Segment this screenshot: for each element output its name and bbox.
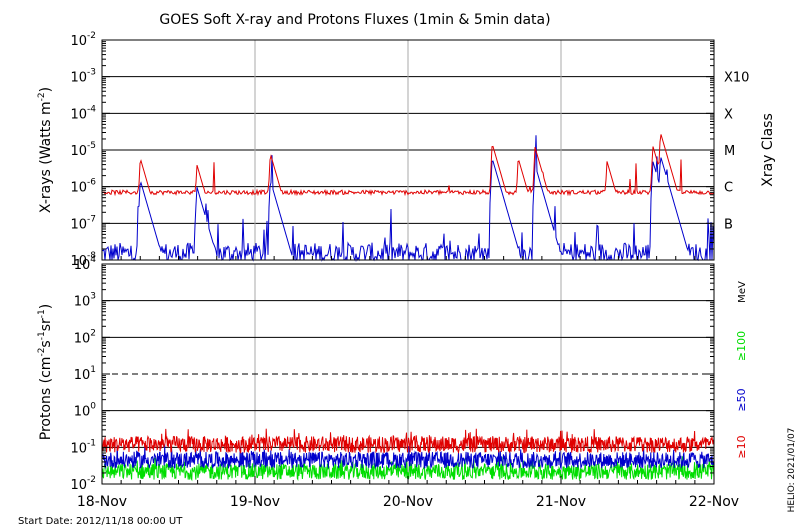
legend-ge50: ≥50 [735,388,748,411]
x-tick-label: 22-Nov [689,494,739,510]
xray-y-tick-label: 10-2 [70,31,96,49]
proton-y-tick-label: 102 [74,328,96,346]
proton-series-line [101,444,715,470]
x-tick-label: 19-Nov [230,494,280,510]
credit-label: HELIO: 2021/01/07 [787,428,797,513]
x-tick-label: 21-Nov [536,494,586,510]
xray-series-line [101,134,715,197]
proton-y-tick-label: 10-2 [70,475,96,493]
proton-y-tick-label: 101 [74,365,96,383]
xray-y-tick-label: 10-8 [70,251,96,269]
proton-y-tick-label: 104 [74,255,97,273]
xray-y-tick-label: 10-5 [70,141,96,159]
xray-y-tick-label: 10-3 [70,68,96,86]
xray-class-label: X [724,107,733,122]
proton-series-line [101,428,715,455]
proton-y-tick-label: 10-1 [70,438,96,456]
xray-gridlines [102,40,714,484]
xray-class-labels: X10 X M C B [724,71,749,233]
energy-unit-label: MeV [737,281,748,303]
xray-class-label: X10 [724,71,749,86]
x-tick-label: 18-Nov [77,494,127,510]
legend-ge10: ≥10 [735,435,748,458]
proton-series-group [101,428,715,482]
xray-y-axis-title: X-rays (Watts m-2) [37,87,54,213]
x-axis-ticks: 18-Nov 19-Nov 20-Nov 21-Nov 22-Nov [77,256,739,510]
proton-y-tick-label: 103 [74,292,96,310]
x-tick-label: 20-Nov [383,494,433,510]
xray-class-label: M [724,144,735,159]
xray-y-tick-label: 10-6 [70,178,96,196]
xray-class-axis-title: Xray Class [760,113,776,187]
legend-ge100: ≥100 [735,331,748,361]
chart-title: GOES Soft X-ray and Protons Fluxes (1min… [159,12,550,28]
proton-panel: 104 103 102 101 100 10-1 10-2 Protons (cm-2s-1… [37,255,748,493]
xray-y-tick-label: 10-7 [70,214,96,232]
proton-y-tick-label: 100 [74,402,97,420]
xray-panel: 10-2 10-3 10-4 10-5 10-6 10-7 10-8 X10 X M C B Xra… [37,31,776,484]
start-date-label: Start Date: 2012/11/18 00:00 UT [18,516,183,527]
xray-class-label: C [724,181,733,196]
xray-class-label: B [724,217,733,232]
proton-y-ticks: 104 103 102 101 100 10-1 10-2 [70,255,714,493]
xray-y-tick-label: 10-4 [70,104,96,122]
xray-y-ticks: 10-2 10-3 10-4 10-5 10-6 10-7 10-8 [70,31,714,269]
proton-y-axis-title: Protons (cm-2s-1sr-1) [37,304,54,440]
